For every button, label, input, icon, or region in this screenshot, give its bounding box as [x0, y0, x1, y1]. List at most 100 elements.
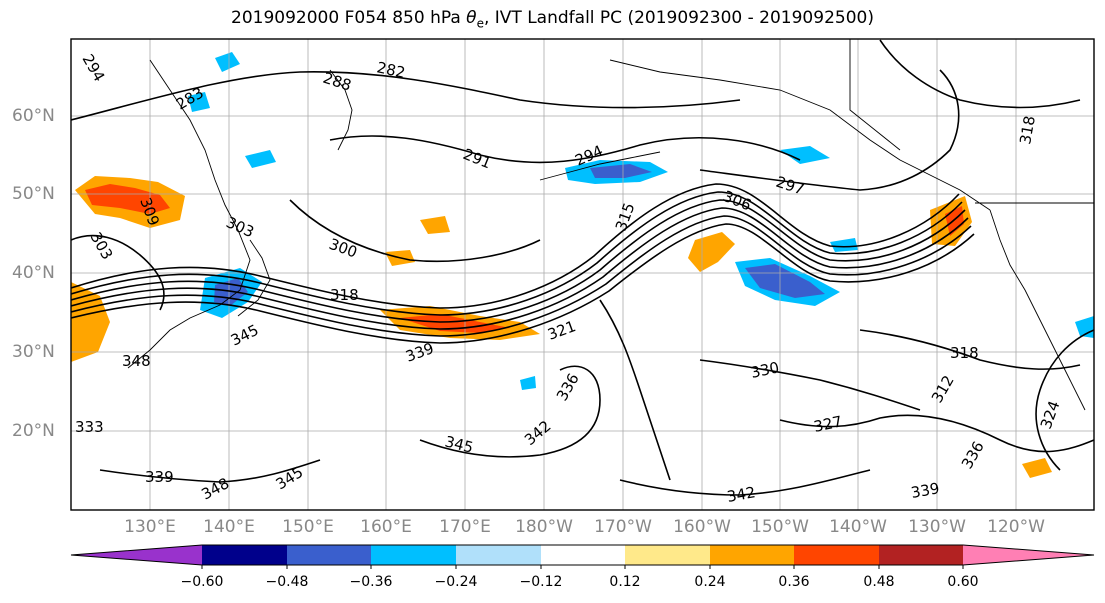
coastline-asia — [127, 59, 251, 369]
title-theta-subscript: e — [476, 16, 484, 31]
colorbar-segment — [202, 545, 287, 565]
shade-positive-nw-core — [85, 184, 170, 214]
shade-negative-aleutian-core — [590, 164, 652, 178]
map-title: 2019092000 F054 850 hPa θe, IVT Landfall… — [0, 8, 1105, 30]
map-frame — [70, 38, 1095, 511]
contour-297 — [699, 69, 960, 191]
lon-label: 130°E — [124, 517, 176, 537]
contour-label: 330 — [749, 358, 781, 382]
shade-negative-ne-pacific-core — [745, 264, 825, 298]
lon-label: 150°W — [751, 517, 809, 537]
lon-label: 160°E — [360, 517, 412, 537]
contour-300 — [289, 199, 541, 263]
shade-negative-small-3 — [830, 238, 858, 252]
contour-western-loop — [71, 234, 165, 311]
contour-jet-1 — [71, 199, 966, 323]
contour-label: 348 — [122, 352, 151, 370]
lat-label: 20°N — [12, 421, 55, 441]
lon-label: 170°E — [439, 517, 491, 537]
contour-330 — [699, 359, 921, 411]
contour-339 — [99, 459, 321, 483]
colorbar-extend-low — [71, 545, 202, 565]
shade-positive-north — [420, 216, 450, 234]
contour-label: 318 — [330, 286, 359, 304]
colorbar-segment — [456, 545, 541, 565]
contour-label: 339 — [910, 479, 941, 502]
colorbar-tick-label: −0.36 — [349, 574, 393, 590]
contour-label: 327 — [812, 412, 844, 436]
coastline-alaska — [609, 59, 991, 211]
lon-label: 180°W — [515, 517, 573, 537]
contour-label: 282 — [375, 58, 407, 82]
coastline-kamchatka — [329, 69, 353, 151]
contour-label: 342 — [726, 483, 757, 506]
lon-label: 130°W — [908, 517, 966, 537]
colorbar-segment — [287, 545, 371, 565]
colorbar — [70, 544, 1095, 569]
colorbar-extend-high — [963, 545, 1094, 565]
contour-southeast-bend — [1035, 329, 1094, 471]
colorbar-tick-label: −0.12 — [519, 574, 563, 590]
contour-345 — [419, 365, 601, 458]
lat-label: 40°N — [12, 263, 55, 283]
colorbar-tick-label: 0.12 — [609, 574, 641, 590]
contour-jet-5 — [71, 191, 963, 316]
lon-label: 150°E — [282, 517, 334, 537]
shade-positive-bend — [688, 232, 735, 272]
colorbar-tick-label: −0.24 — [434, 574, 478, 590]
lat-label: 30°N — [12, 342, 55, 362]
colorbar-tick-label: −0.48 — [265, 574, 309, 590]
colorbar-tick-label: 0.48 — [863, 574, 895, 590]
contour-342 — [619, 469, 871, 496]
lon-label: 170°W — [594, 517, 652, 537]
colorbar-tick-label: 0.24 — [694, 574, 726, 590]
shade-positive-jet-core — [400, 314, 510, 333]
colorbar-segment — [710, 545, 794, 565]
colorbar-segment — [541, 545, 625, 565]
gridlines — [71, 39, 1094, 510]
lon-label: 140°E — [203, 517, 255, 537]
contour-318 — [859, 329, 1081, 370]
contour-291 — [329, 135, 801, 164]
coastline-north-america — [989, 209, 1086, 411]
colorbar-tick-label: 0.60 — [947, 574, 979, 590]
theta-e-contours — [71, 39, 1094, 496]
shade-positive-west-edge-outer — [71, 282, 110, 362]
contour-kink — [599, 299, 671, 481]
contour-label: 333 — [75, 418, 104, 436]
shade-negative-small-1 — [188, 92, 210, 112]
lon-label: 160°W — [673, 517, 731, 537]
contour-jet-3 — [71, 215, 972, 337]
lon-label: 140°W — [829, 517, 887, 537]
colorbar-tick-label: −0.60 — [180, 574, 224, 590]
map-panel: 294 288 282 283 291 294 297 306 303 300 … — [71, 39, 1094, 510]
colorbar-segment — [879, 545, 963, 565]
shade-negative-n — [215, 52, 240, 72]
shade-positive-se — [1022, 458, 1052, 478]
colorbar-segment — [371, 545, 456, 565]
colorbar-tick-label: 0.36 — [778, 574, 810, 590]
lat-label: 50°N — [12, 184, 55, 204]
shade-negative-small-4 — [520, 376, 536, 390]
title-theta-symbol: θ — [466, 8, 477, 28]
coastlines — [127, 39, 1094, 411]
contour-label: 339 — [145, 468, 174, 486]
lon-label: 120°W — [987, 517, 1045, 537]
title-prefix: 2019092000 F054 850 hPa — [231, 8, 467, 28]
colorbar-segment — [794, 545, 879, 565]
coastline-aleutians — [539, 151, 661, 181]
contour-jet-6 — [71, 183, 960, 309]
contour-327 — [779, 414, 1094, 453]
contour-label: 318 — [950, 344, 979, 362]
colorbar-segment — [625, 545, 710, 565]
shade-negative-ne — [780, 146, 830, 164]
contour-288 — [71, 71, 741, 121]
shade-negative-small-2 — [245, 150, 276, 168]
contour-jet-4 — [71, 223, 975, 344]
contour-north-east — [879, 39, 1081, 109]
title-suffix: , IVT Landfall PC (2019092300 - 20190925… — [483, 8, 874, 28]
border-alaska-canada — [849, 39, 901, 151]
lat-label: 60°N — [12, 106, 55, 126]
contour-jet-2 — [71, 207, 969, 330]
